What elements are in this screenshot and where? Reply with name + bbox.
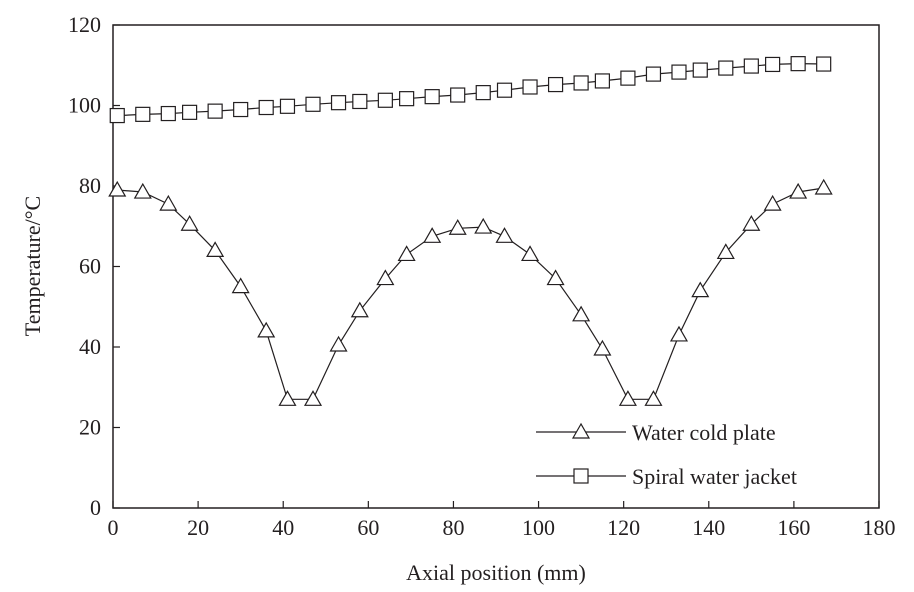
data-point-triangle [814,178,833,195]
data-point-triangle [669,325,689,342]
data-point-triangle [108,180,127,197]
legend-marker-square [573,468,589,484]
data-point-triangle [593,339,612,356]
data-point-square [692,62,708,78]
x-tick-label: 20 [187,515,209,540]
data-point-square [496,82,513,98]
x-tick-label: 40 [272,515,294,540]
data-point-square [330,95,347,111]
data-point-triangle [397,245,416,262]
series-line [117,187,824,400]
data-point-square [790,56,806,72]
y-tick-label: 0 [90,495,101,520]
y-tick-label: 60 [79,254,101,279]
legend-marker-triangle [571,422,591,439]
legend-label-water-cold-plate: Water cold plate [632,420,776,445]
data-point-square [671,64,687,80]
data-point-square [258,99,274,116]
data-point-square [573,75,589,91]
data-point-triangle [691,281,710,298]
x-axis: 0 20 40 60 80 100 120 140 160 180 [108,501,896,540]
data-point-triangle [257,321,276,338]
y-axis-label: Temperature/°C [20,196,45,336]
data-point-triangle [376,269,395,286]
legend: Water cold plate Spiral water jacket [536,420,797,489]
data-point-triangle [159,194,178,211]
series-line [117,62,824,117]
legend-item-water-cold-plate: Water cold plate [536,420,776,445]
data-point-triangle [546,269,565,286]
data-point-triangle [789,182,808,199]
data-point-square [109,107,125,124]
data-point-triangle [716,243,735,260]
series-water-cold-plate [108,178,833,406]
x-tick-label: 140 [692,515,725,540]
data-point-triangle [495,227,514,243]
data-point-triangle [278,390,297,406]
data-point-square [765,56,781,73]
data-point-square [594,73,610,89]
y-tick-label: 80 [79,173,101,198]
data-point-triangle [180,215,199,231]
data-point-square [522,79,538,95]
data-point-triangle [350,301,369,318]
data-point-square [182,104,198,120]
x-tick-label: 100 [522,515,555,540]
data-point-triangle [763,194,782,211]
data-point-triangle [474,217,493,234]
data-point-square [160,105,176,122]
legend-label-spiral-water-jacket: Spiral water jacket [632,464,797,489]
data-point-triangle [303,390,323,406]
data-point-triangle [448,219,467,235]
data-point-square [450,87,466,103]
y-tick-label: 100 [68,93,101,118]
data-point-square [424,89,440,105]
data-point-square [352,93,368,110]
data-point-square [399,91,415,107]
y-tick-label: 40 [79,334,101,359]
data-point-triangle [423,227,442,243]
data-point-square [475,85,491,101]
y-axis: 0 20 40 60 80 100 120 [68,12,120,520]
series-lines [108,56,833,406]
data-point-square [743,58,759,74]
data-point-triangle [329,335,348,352]
data-point-square [279,98,296,114]
x-tick-label: 160 [777,515,810,540]
data-point-triangle [206,241,225,257]
data-point-triangle [133,182,152,199]
y-tick-label: 20 [79,415,101,440]
data-point-square [377,92,393,108]
x-tick-label: 180 [863,515,896,540]
data-point-triangle [572,305,591,322]
data-point-square [233,101,249,118]
data-point-square [135,106,151,122]
legend-item-spiral-water-jacket: Spiral water jacket [536,464,797,489]
data-point-triangle [644,390,663,406]
data-point-triangle [521,245,540,262]
data-point-square [645,66,662,82]
series-spiral-water-jacket [109,56,832,124]
data-point-square [718,60,734,76]
data-point-triangle [618,390,637,406]
data-point-square [620,70,636,86]
data-point-square [207,103,223,119]
data-point-triangle [742,215,761,231]
data-point-square [547,76,564,93]
data-point-square [816,56,832,72]
x-axis-label: Axial position (mm) [406,560,586,585]
y-tick-label: 120 [68,12,101,37]
plot-area: 0 20 40 60 80 100 120 140 160 180 0 20 40 60 80 100 120 [68,12,896,540]
x-tick-label: 60 [357,515,379,540]
x-tick-label: 80 [442,515,464,540]
data-point-triangle [231,277,250,294]
x-tick-label: 0 [108,515,119,540]
x-tick-label: 120 [607,515,640,540]
data-point-square [305,96,321,112]
